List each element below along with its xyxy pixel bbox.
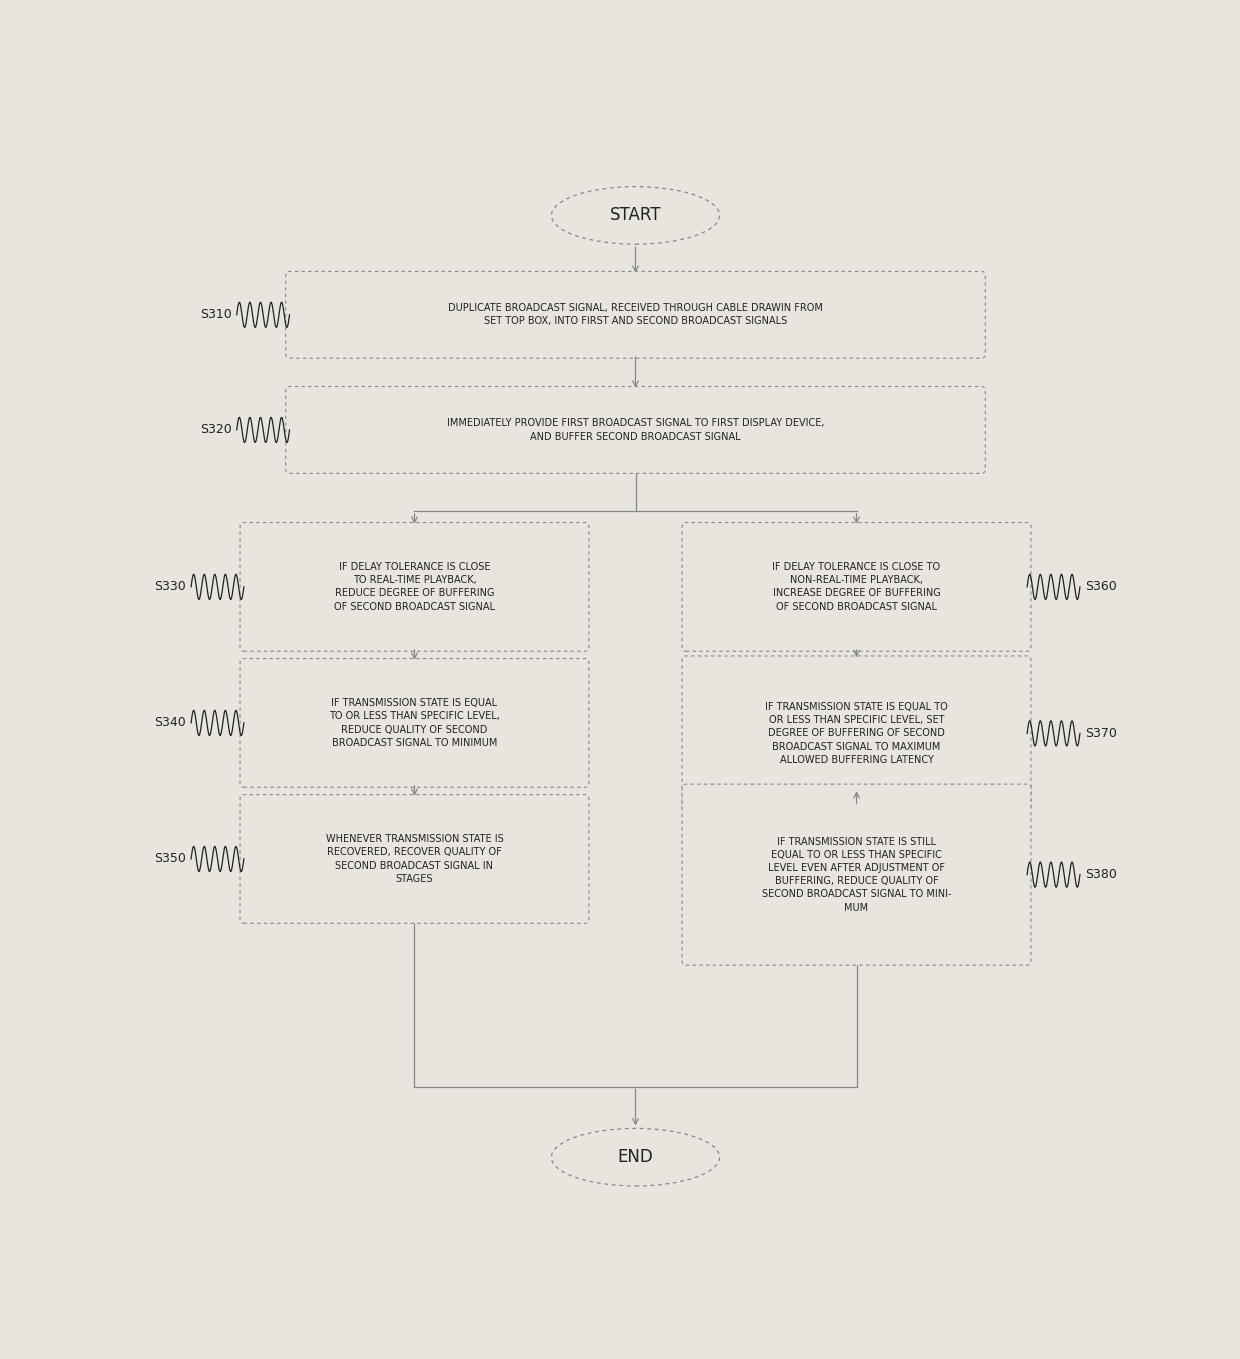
Text: IMMEDIATELY PROVIDE FIRST BROADCAST SIGNAL TO FIRST DISPLAY DEVICE,
AND BUFFER S: IMMEDIATELY PROVIDE FIRST BROADCAST SIGN…	[446, 419, 825, 442]
Text: IF DELAY TOLERANCE IS CLOSE TO
NON-REAL-TIME PLAYBACK,
INCREASE DEGREE OF BUFFER: IF DELAY TOLERANCE IS CLOSE TO NON-REAL-…	[773, 563, 941, 612]
Text: S360: S360	[1085, 580, 1116, 594]
FancyBboxPatch shape	[241, 659, 589, 787]
Text: DUPLICATE BROADCAST SIGNAL, RECEIVED THROUGH CABLE DRAWIN FROM
SET TOP BOX, INTO: DUPLICATE BROADCAST SIGNAL, RECEIVED THR…	[448, 303, 823, 326]
Ellipse shape	[552, 1128, 719, 1186]
FancyBboxPatch shape	[682, 784, 1030, 965]
FancyBboxPatch shape	[682, 522, 1030, 651]
Text: IF TRANSMISSION STATE IS EQUAL TO
OR LESS THAN SPECIFIC LEVEL, SET
DEGREE OF BUF: IF TRANSMISSION STATE IS EQUAL TO OR LES…	[765, 703, 947, 765]
FancyBboxPatch shape	[241, 795, 589, 923]
FancyBboxPatch shape	[285, 272, 986, 359]
Text: S340: S340	[155, 716, 186, 730]
Text: WHENEVER TRANSMISSION STATE IS
RECOVERED, RECOVER QUALITY OF
SECOND BROADCAST SI: WHENEVER TRANSMISSION STATE IS RECOVERED…	[326, 834, 503, 883]
Text: START: START	[610, 207, 661, 224]
FancyBboxPatch shape	[241, 522, 589, 651]
Text: S380: S380	[1085, 868, 1117, 881]
FancyBboxPatch shape	[285, 386, 986, 473]
Text: IF TRANSMISSION STATE IS STILL
EQUAL TO OR LESS THAN SPECIFIC
LEVEL EVEN AFTER A: IF TRANSMISSION STATE IS STILL EQUAL TO …	[761, 837, 951, 913]
Text: S370: S370	[1085, 727, 1117, 739]
Text: S350: S350	[154, 852, 186, 866]
FancyBboxPatch shape	[682, 656, 1030, 811]
Text: S320: S320	[200, 424, 232, 436]
Text: S330: S330	[155, 580, 186, 594]
Text: IF TRANSMISSION STATE IS EQUAL
TO OR LESS THAN SPECIFIC LEVEL,
REDUCE QUALITY OF: IF TRANSMISSION STATE IS EQUAL TO OR LES…	[329, 699, 500, 747]
Ellipse shape	[552, 186, 719, 245]
Text: END: END	[618, 1148, 653, 1166]
Text: S310: S310	[200, 308, 232, 321]
Text: IF DELAY TOLERANCE IS CLOSE
TO REAL-TIME PLAYBACK,
REDUCE DEGREE OF BUFFERING
OF: IF DELAY TOLERANCE IS CLOSE TO REAL-TIME…	[334, 563, 495, 612]
